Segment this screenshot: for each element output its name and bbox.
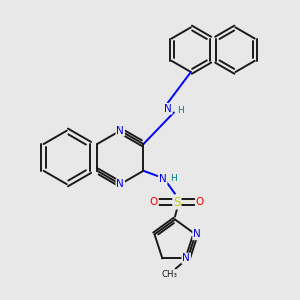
Text: N: N: [159, 174, 166, 184]
Text: H: H: [177, 106, 184, 116]
Text: S: S: [173, 196, 181, 208]
Text: O: O: [196, 197, 204, 207]
Text: N: N: [116, 179, 124, 189]
Text: H: H: [170, 174, 177, 183]
Text: N: N: [116, 126, 124, 136]
Text: CH₃: CH₃: [161, 270, 177, 279]
Text: N: N: [182, 254, 190, 263]
Text: N: N: [193, 230, 201, 239]
Text: O: O: [150, 197, 158, 207]
Text: N: N: [164, 104, 172, 114]
